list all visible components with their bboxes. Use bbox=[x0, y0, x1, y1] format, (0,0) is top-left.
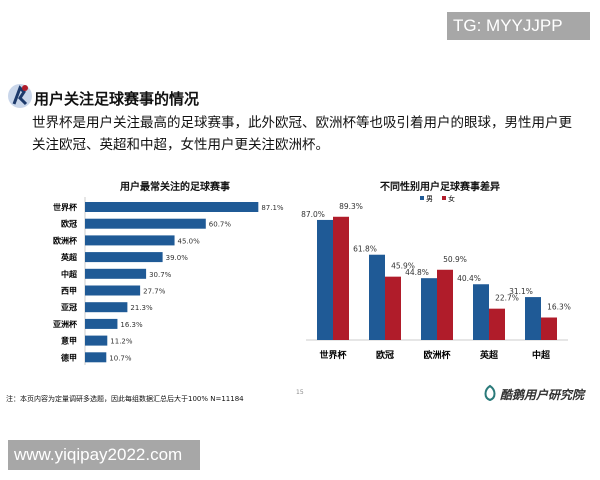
left-chart-title: 用户最常关注的足球赛事 bbox=[120, 182, 230, 193]
data-label: 21.3% bbox=[130, 304, 153, 312]
bar-male bbox=[421, 278, 437, 340]
data-label: 44.8% bbox=[405, 268, 429, 277]
data-label: 16.3% bbox=[547, 303, 571, 312]
page-description: 世界杯是用户关注最高的足球赛事，此外欧冠、欧洲杯等也吸引着用户的眼球，男性用户更… bbox=[32, 115, 572, 153]
category-label: 英超 bbox=[60, 252, 78, 262]
data-label: 40.4% bbox=[457, 274, 481, 283]
bar bbox=[85, 218, 206, 229]
bar bbox=[85, 252, 163, 263]
bar-female bbox=[437, 269, 453, 340]
left-chart: 世界杯 87.1% 欧冠 60.7% 欧洲杯 45.0% 英超 39.0% 中超 30.7% 西甲 2… bbox=[53, 197, 284, 365]
data-label: 50.9% bbox=[443, 255, 467, 264]
bar-female bbox=[333, 216, 349, 340]
right-chart-title: 不同性别用户足球赛事差异 bbox=[380, 182, 500, 193]
bar bbox=[85, 235, 175, 246]
bar bbox=[85, 318, 118, 329]
page-number: 15 bbox=[296, 389, 304, 396]
bar bbox=[85, 202, 259, 212]
category-label: 欧冠 bbox=[376, 349, 394, 361]
data-label: 16.3% bbox=[120, 321, 143, 329]
legend-label: 男 bbox=[426, 195, 433, 203]
bar-female bbox=[385, 276, 401, 340]
category-label: 英超 bbox=[479, 349, 499, 361]
watermark-bottom: www.yiqipay2022.com bbox=[8, 440, 200, 470]
data-label: 45.0% bbox=[178, 237, 201, 245]
category-label: 欧洲杯 bbox=[53, 235, 78, 245]
brand-name: 酷鹅用户研究院 bbox=[500, 388, 585, 402]
data-label: 61.8% bbox=[353, 245, 377, 254]
category-label: 亚洲杯 bbox=[53, 319, 78, 329]
data-label: 45.9% bbox=[391, 262, 415, 271]
category-label: 德甲 bbox=[61, 352, 77, 362]
watermark-top: TG: MYYJJPP bbox=[447, 12, 590, 40]
category-label: 意甲 bbox=[61, 336, 77, 346]
bar bbox=[85, 268, 147, 279]
bar bbox=[85, 302, 128, 313]
data-label: 11.2% bbox=[110, 338, 133, 346]
data-label: 10.7% bbox=[109, 354, 132, 362]
data-label: 30.7% bbox=[149, 271, 172, 279]
category-label: 亚冠 bbox=[61, 303, 77, 312]
footnote: 注：本页内容为定量调研多选题，因此每组数据汇总后大于100% N=11184 bbox=[6, 395, 244, 403]
category-label: 西甲 bbox=[61, 287, 77, 296]
data-label: 22.7% bbox=[495, 294, 519, 303]
data-label: 87.0% bbox=[301, 210, 325, 219]
data-label: 89.3% bbox=[339, 202, 363, 211]
data-label: 39.0% bbox=[166, 254, 189, 262]
bar-male bbox=[473, 284, 489, 340]
bar-male bbox=[369, 254, 385, 340]
category-label: 欧洲杯 bbox=[423, 349, 451, 361]
category-label: 中超 bbox=[532, 349, 551, 361]
right-chart: 男 女 87.0% 89.3% 世界杯 61.8% 45.9% 欧冠 44.8% 50.9% 欧洲杯… bbox=[301, 194, 571, 361]
bar bbox=[85, 335, 108, 346]
football-player-icon bbox=[8, 84, 32, 108]
category-label: 中超 bbox=[61, 269, 78, 279]
bar-male bbox=[317, 219, 333, 340]
bar bbox=[85, 285, 141, 296]
bar-female bbox=[541, 317, 557, 340]
brand-logo-icon bbox=[484, 384, 496, 402]
category-label: 世界杯 bbox=[319, 349, 347, 361]
legend-swatch bbox=[442, 196, 446, 200]
page-title: 用户关注足球赛事的情况 bbox=[34, 90, 200, 108]
bar-male bbox=[525, 297, 541, 340]
legend-label: 女 bbox=[448, 194, 455, 203]
category-label: 世界杯 bbox=[53, 202, 78, 212]
bar bbox=[85, 352, 107, 363]
bar-female bbox=[489, 308, 505, 340]
data-label: 31.1% bbox=[509, 287, 533, 296]
category-label: 欧冠 bbox=[61, 219, 77, 229]
data-label: 60.7% bbox=[209, 221, 232, 229]
data-label: 27.7% bbox=[143, 288, 166, 296]
data-label: 87.1% bbox=[261, 204, 284, 212]
legend-swatch bbox=[420, 196, 424, 200]
